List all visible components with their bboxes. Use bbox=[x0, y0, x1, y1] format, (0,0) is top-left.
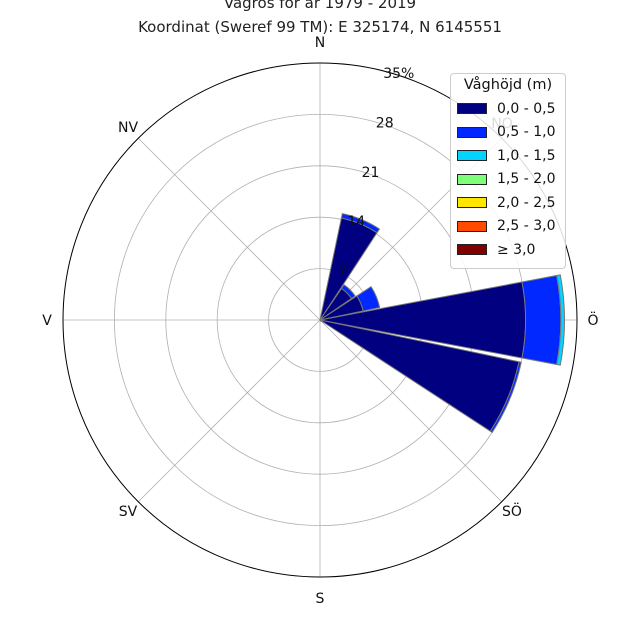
direction-label-0: N bbox=[315, 35, 325, 51]
grid-spoke bbox=[319, 319, 503, 503]
rose-bar-segment bbox=[356, 285, 381, 312]
chart-title: Vågros för år 1979 - 2019 bbox=[223, 0, 417, 12]
legend-entry: 0,5 - 1,0 bbox=[457, 121, 559, 145]
rose-bar-segment bbox=[340, 213, 381, 234]
radial-tick-label: 14 bbox=[347, 214, 365, 230]
wind-rose-bars bbox=[319, 213, 565, 434]
legend-entry: 1,0 - 1,5 bbox=[457, 144, 559, 168]
outer-circle-line bbox=[62, 62, 578, 578]
grid-spoke bbox=[137, 137, 321, 321]
legend-swatch bbox=[457, 220, 487, 232]
direction-label-3: SÖ bbox=[502, 502, 522, 520]
legend-label: ≥ 3,0 bbox=[497, 241, 536, 258]
chart-subtitle: Koordinat (Sweref 99 TM): E 325174, N 61… bbox=[138, 18, 502, 36]
direction-label-7: NV bbox=[118, 120, 138, 136]
legend-swatch bbox=[457, 150, 487, 162]
direction-label-4: S bbox=[316, 591, 325, 607]
rose-bar-segment bbox=[319, 319, 322, 322]
legend-swatch bbox=[457, 173, 487, 185]
radial-tick-label: 35% bbox=[383, 66, 414, 82]
outer-circle bbox=[62, 62, 578, 578]
rose-bar-segment bbox=[489, 361, 522, 434]
radial-tick-label: 21 bbox=[362, 165, 380, 181]
legend-label: 1,0 - 1,5 bbox=[497, 147, 556, 164]
legend-label: 1,5 - 2,0 bbox=[497, 171, 556, 188]
legend-swatch bbox=[457, 103, 487, 115]
legend-title: Våghöjd (m) bbox=[463, 77, 553, 93]
rose-bar-segment bbox=[521, 274, 562, 366]
direction-label-2: Ö bbox=[587, 311, 598, 329]
legend-swatch bbox=[457, 244, 487, 256]
direction-label-6: V bbox=[42, 313, 52, 329]
grid-spoke bbox=[137, 319, 321, 503]
radial-tick-label: 28 bbox=[376, 115, 394, 131]
legend-label: 0,0 - 0,5 bbox=[497, 100, 556, 117]
rose-bar-segment bbox=[340, 284, 356, 300]
legend: Våghöjd (m) 0,0 - 0,5 0,5 - 1,0 1,0 - 1,5 1… bbox=[450, 73, 566, 269]
axis-labels: NNOÖSÖSSVVNV714212835% bbox=[42, 35, 598, 607]
legend-swatch bbox=[457, 126, 487, 138]
legend-entry: ≥ 3,0 bbox=[457, 238, 559, 262]
legend-entry: 1,5 - 2,0 bbox=[457, 168, 559, 192]
legend-label: 0,5 - 1,0 bbox=[497, 124, 556, 141]
legend-label: 2,0 - 2,5 bbox=[497, 194, 556, 211]
legend-entry: 2,0 - 2,5 bbox=[457, 191, 559, 215]
legend-swatch bbox=[457, 197, 487, 209]
legend-entry: 2,5 - 3,0 bbox=[457, 215, 559, 239]
rose-bar-segment bbox=[556, 274, 565, 366]
legend-entry: 0,0 - 0,5 bbox=[457, 97, 559, 121]
direction-label-5: SV bbox=[119, 504, 138, 520]
radial-tick-label: 7 bbox=[338, 264, 347, 280]
legend-label: 2,5 - 3,0 bbox=[497, 218, 556, 235]
